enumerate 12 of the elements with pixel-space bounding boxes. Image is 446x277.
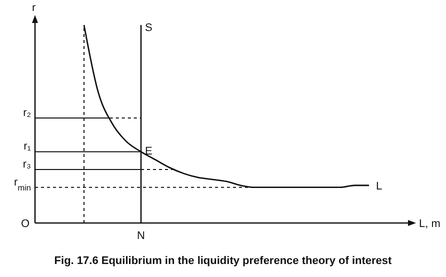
y-axis-title: r [32, 2, 36, 14]
text: O [21, 218, 30, 230]
ref-line-label: r₁ [24, 140, 32, 153]
x-axis-title: L, m [419, 218, 440, 230]
ref-line-label: r₃ [22, 158, 31, 171]
annotation: E [145, 146, 152, 158]
text: Fig. 17.6 Equilibrium in the liquidity preference theory of interest [54, 255, 392, 267]
annotation: S [145, 22, 152, 34]
series-label: L [376, 180, 382, 192]
text: N [137, 230, 146, 242]
ref-line-label: r$_{min}$ [14, 176, 32, 192]
ref-line-label: r₂ [23, 107, 31, 120]
